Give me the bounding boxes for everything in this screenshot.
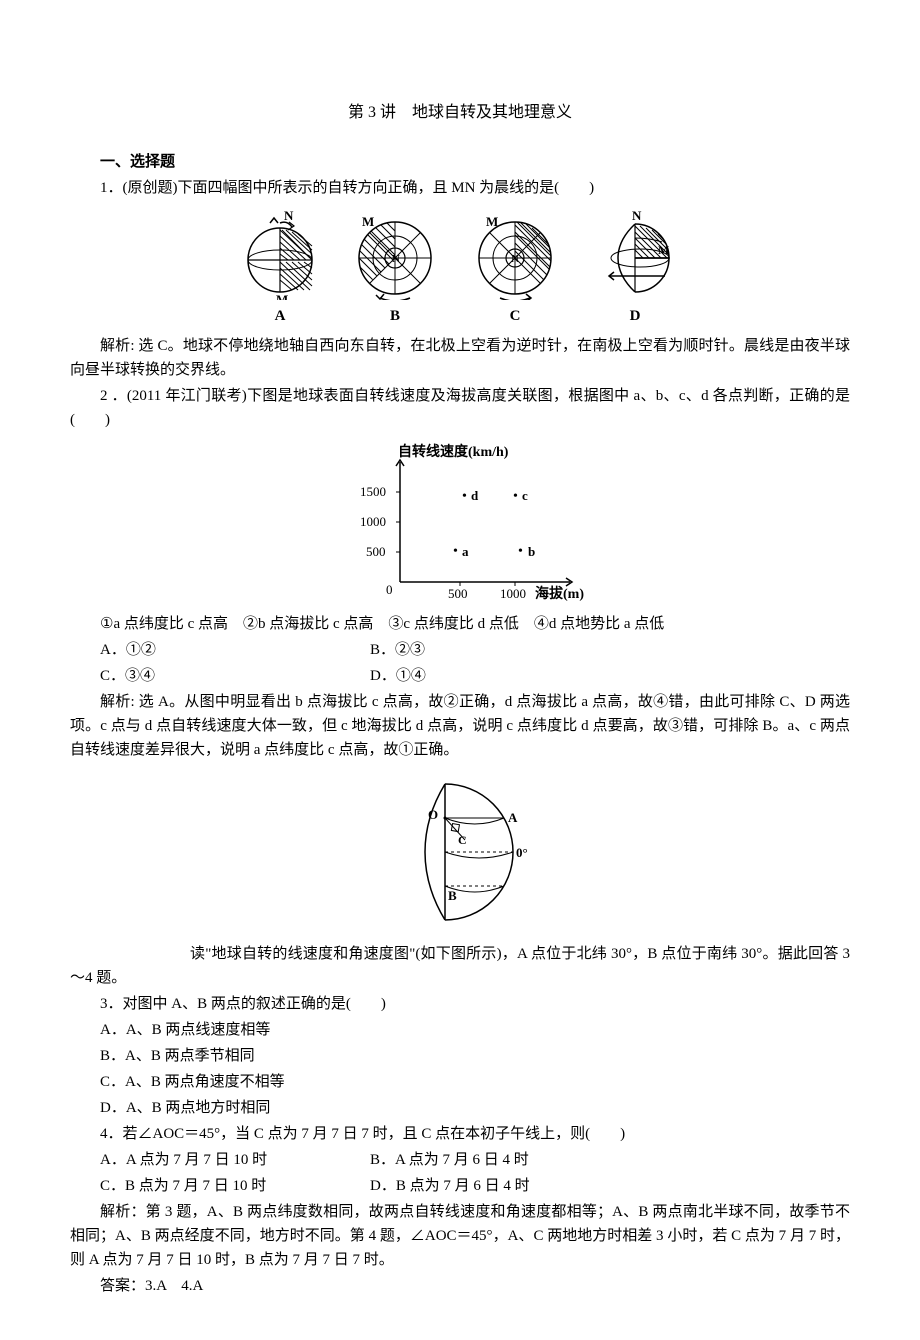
svg-text:N: N xyxy=(632,210,642,223)
q34-diagram-wrap: 0° A O C B xyxy=(70,772,850,932)
q3-optB: B．A、B 两点季节相同 xyxy=(70,1044,850,1068)
q4-stem: 4．若∠AOC＝45°，当 C 点为 7 月 7 日 7 时，且 C 点在本初子… xyxy=(70,1122,850,1146)
svg-text:•: • xyxy=(513,489,518,504)
q2-opt-ab: A．①②B．②③ xyxy=(70,638,850,662)
q34-analysis: 解析：第 3 题，A、B 两点纬度数相同，故两点自转线速度和角速度都相等；A、B… xyxy=(70,1200,850,1272)
svg-text:1500: 1500 xyxy=(360,484,386,499)
svg-text:a: a xyxy=(462,544,469,559)
q3-optC: C．A、B 两点角速度不相等 xyxy=(70,1070,850,1094)
svg-text:M: M xyxy=(276,292,288,300)
svg-text:d: d xyxy=(471,488,479,503)
globe-d: N M xyxy=(590,210,680,300)
svg-text:•: • xyxy=(518,544,523,559)
q34-answer: 答案：3.A 4.A xyxy=(70,1274,850,1298)
q4-opt-cd: C．B 点为 7 月 7 日 10 时D．B 点为 7 月 6 日 4 时 xyxy=(70,1174,850,1198)
q34-intro: 读"地球自转的线速度和角速度图"(如下图所示)，A 点位于北纬 30°，B 点位… xyxy=(70,942,850,990)
scatter-chart: 自转线速度(km/h) 500 1000 1500 0 500 1000 海拔(… xyxy=(310,442,610,602)
lecture-title: 第 3 讲 地球自转及其地理意义 xyxy=(70,100,850,126)
svg-text:0: 0 xyxy=(386,582,393,597)
section-heading: 一、选择题 xyxy=(70,150,850,174)
svg-text:自转线速度(km/h): 自转线速度(km/h) xyxy=(398,443,509,460)
svg-text:0°: 0° xyxy=(516,845,528,860)
svg-text:C: C xyxy=(458,833,467,847)
fig-a-col: N M A xyxy=(240,210,320,328)
globe-b: M N xyxy=(350,210,440,300)
svg-text:•: • xyxy=(453,544,458,559)
svg-text:b: b xyxy=(528,544,535,559)
fig-d-label: D xyxy=(630,304,641,328)
fig-a-label: A xyxy=(275,304,286,328)
q2-analysis: 解析: 选 A。从图中明显看出 b 点海拔比 c 点高，故②正确，d 点海拔比 … xyxy=(70,690,850,762)
svg-text:M: M xyxy=(362,214,374,229)
fig-b-col: M N B xyxy=(350,210,440,328)
svg-text:500: 500 xyxy=(448,586,468,601)
q1-analysis: 解析: 选 C。地球不停地绕地轴自西向东自转，在北极上空看为逆时针，在南极上空看… xyxy=(70,334,850,382)
q3-optA: A．A、B 两点线速度相等 xyxy=(70,1018,850,1042)
svg-text:1000: 1000 xyxy=(360,514,386,529)
q2-choices: ①a 点纬度比 c 点高 ②b 点海拔比 c 点高 ③c 点纬度比 d 点低 ④… xyxy=(70,612,850,636)
svg-text:海拔(m): 海拔(m) xyxy=(535,585,584,602)
svg-text:•: • xyxy=(462,489,467,504)
fig-c-col: M N C xyxy=(470,210,560,328)
fig-b-label: B xyxy=(390,304,400,328)
q1-stem: 1．(原创题)下面四幅图中所表示的自转方向正确，且 MN 为晨线的是( ) xyxy=(70,176,850,200)
svg-text:500: 500 xyxy=(366,544,386,559)
svg-text:1000: 1000 xyxy=(500,586,526,601)
svg-text:N: N xyxy=(284,210,294,223)
globe-c: M N xyxy=(470,210,560,300)
svg-text:A: A xyxy=(508,810,518,825)
q3-optD: D．A、B 两点地方时相同 xyxy=(70,1096,850,1120)
earth-diagram: 0° A O C B xyxy=(380,772,540,932)
svg-text:B: B xyxy=(448,888,457,903)
svg-text:O: O xyxy=(428,807,438,822)
q2-stem: 2 ．(2011 年江门联考)下图是地球表面自转线速度及海拔高度关联图，根据图中… xyxy=(70,384,850,432)
svg-text:c: c xyxy=(522,488,528,503)
q3-stem: 3．对图中 A、B 两点的叙述正确的是( ) xyxy=(70,992,850,1016)
q2-chart-wrap: 自转线速度(km/h) 500 1000 1500 0 500 1000 海拔(… xyxy=(70,442,850,602)
fig-c-label: C xyxy=(510,304,521,328)
q1-figures: N M A M xyxy=(70,210,850,328)
globe-a: N M xyxy=(240,210,320,300)
q2-opt-cd: C．③④D．①④ xyxy=(70,664,850,688)
fig-d-col: N M D xyxy=(590,210,680,328)
q4-opt-ab: A．A 点为 7 月 7 日 10 时B．A 点为 7 月 6 日 4 时 xyxy=(70,1148,850,1172)
